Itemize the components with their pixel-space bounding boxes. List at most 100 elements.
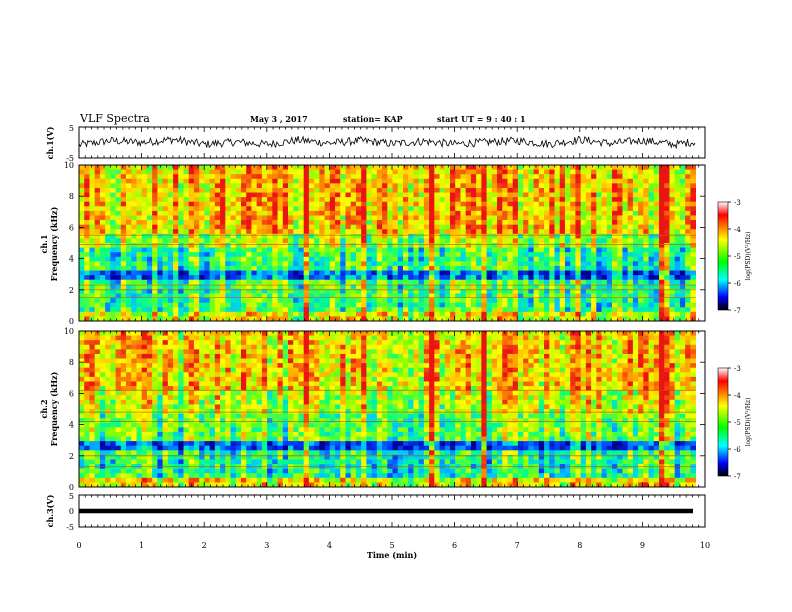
spectrogram-cell (570, 229, 576, 235)
spectrogram-cell (460, 298, 467, 304)
spectrogram-cell (230, 192, 237, 198)
spectrogram-cell (136, 404, 143, 410)
spectrogram-cell (559, 238, 566, 244)
spectrogram-cell (564, 192, 571, 198)
spectrogram-cell (371, 279, 378, 285)
spectrogram-cell (256, 197, 263, 203)
spectrogram-cell (167, 261, 174, 267)
spectrogram-cell (282, 224, 289, 230)
spectrogram-cell (643, 243, 649, 248)
spectrogram-cell (251, 187, 258, 193)
spectrogram-cell (434, 293, 440, 299)
spectrogram-cell (632, 298, 639, 304)
spectrogram-cell (643, 311, 649, 317)
spectrogram-cell (455, 201, 461, 207)
spectrogram-cell (167, 247, 174, 253)
spectrogram-cell (240, 183, 247, 189)
spectrogram-cell (648, 165, 655, 170)
spectrogram-cell (183, 261, 190, 267)
spectrogram-cell (298, 293, 305, 299)
spectrogram-cell (183, 454, 190, 460)
spectrogram-cell (183, 284, 190, 290)
spectrogram-cell (538, 174, 545, 180)
spectrogram-cell (288, 284, 294, 290)
spectrogram-cell (256, 275, 263, 281)
spectrogram-cell (350, 316, 357, 322)
spectrogram-cell (382, 165, 388, 170)
spectrogram-cell (230, 288, 237, 294)
spectrogram-cell (444, 192, 451, 198)
spectrogram-cell (204, 386, 211, 392)
spectrogram-cell (382, 238, 388, 244)
spectrogram-cell (376, 215, 383, 221)
spectrogram-cell (110, 165, 116, 170)
spectrogram-cell (235, 238, 242, 244)
spectrogram-cell (99, 390, 106, 396)
spectrogram-cell (324, 169, 331, 175)
spectrogram-cell (277, 247, 284, 253)
spectrogram-cell (120, 344, 127, 350)
spectrogram-cell (455, 307, 461, 313)
spectrogram-cell (622, 307, 629, 313)
spectrogram-cell (188, 220, 195, 226)
spectrogram-cell (157, 349, 164, 355)
spectrogram-cell (674, 261, 681, 267)
spectrogram-cell (601, 311, 608, 317)
spectrogram-cell (225, 372, 231, 378)
spectrogram-cell (120, 386, 127, 392)
spectrogram-cell (115, 233, 122, 239)
spectrogram-cell (382, 284, 388, 290)
spectrogram-cell (329, 279, 336, 285)
spectrogram-cell (591, 174, 597, 180)
spectrogram-cell (188, 288, 195, 294)
spectrogram-cell (162, 353, 169, 359)
spectrogram-cell (418, 279, 425, 285)
spectrogram-cell (146, 468, 153, 474)
spectrogram-cell (612, 293, 618, 299)
spectrogram-cell (329, 192, 336, 198)
spectrogram-cell (79, 174, 85, 180)
spectrogram-cell (319, 229, 325, 235)
spectrogram-cell (382, 270, 388, 276)
spectrogram-cell (251, 210, 258, 216)
spectrogram-cell (612, 233, 618, 239)
spectrogram-cell (167, 404, 174, 410)
spectrogram-cell (690, 284, 697, 290)
spectrogram-cell (209, 363, 216, 369)
spectrogram-cell (94, 459, 101, 465)
spectrogram-cell (486, 243, 493, 248)
spectrogram-cell (235, 270, 242, 276)
spectrogram-cell (204, 252, 211, 258)
spectrogram-cell (345, 220, 352, 226)
spectrogram-cell (429, 307, 435, 313)
spectrogram-cell (146, 197, 153, 203)
spectrogram-cell (267, 187, 273, 193)
spectrogram-cell (659, 298, 665, 304)
spectrogram-cell (643, 220, 649, 226)
spectrogram-cell (183, 381, 190, 387)
spectrogram-cell (685, 307, 691, 313)
spectrogram-cell (209, 210, 216, 216)
spectrogram-cell (538, 302, 545, 308)
spectrogram-cell (627, 247, 634, 253)
spectrogram-cell (371, 233, 378, 239)
spectrogram-cell (173, 298, 179, 304)
spectrogram-cell (450, 215, 456, 221)
spectrogram-cell (329, 229, 336, 235)
spectrogram-cell (115, 404, 122, 410)
spectrogram-cell (204, 261, 211, 267)
spectrogram-cell (439, 247, 446, 253)
spectrogram-cell (376, 275, 383, 281)
spectrogram-cell (89, 210, 96, 216)
spectrogram-cell (340, 302, 346, 308)
spectrogram-cell (601, 265, 608, 271)
spectrogram-cell (533, 215, 540, 221)
spectrogram-cell (392, 252, 399, 258)
spectrogram-cell (329, 210, 336, 216)
spectrogram-cell (627, 256, 634, 262)
spectrogram-cell (387, 192, 393, 198)
spectrogram-cell (235, 187, 242, 193)
spectrogram-cell (361, 206, 367, 212)
spectrogram-cell (580, 192, 587, 198)
spectrogram-cell (162, 169, 169, 175)
